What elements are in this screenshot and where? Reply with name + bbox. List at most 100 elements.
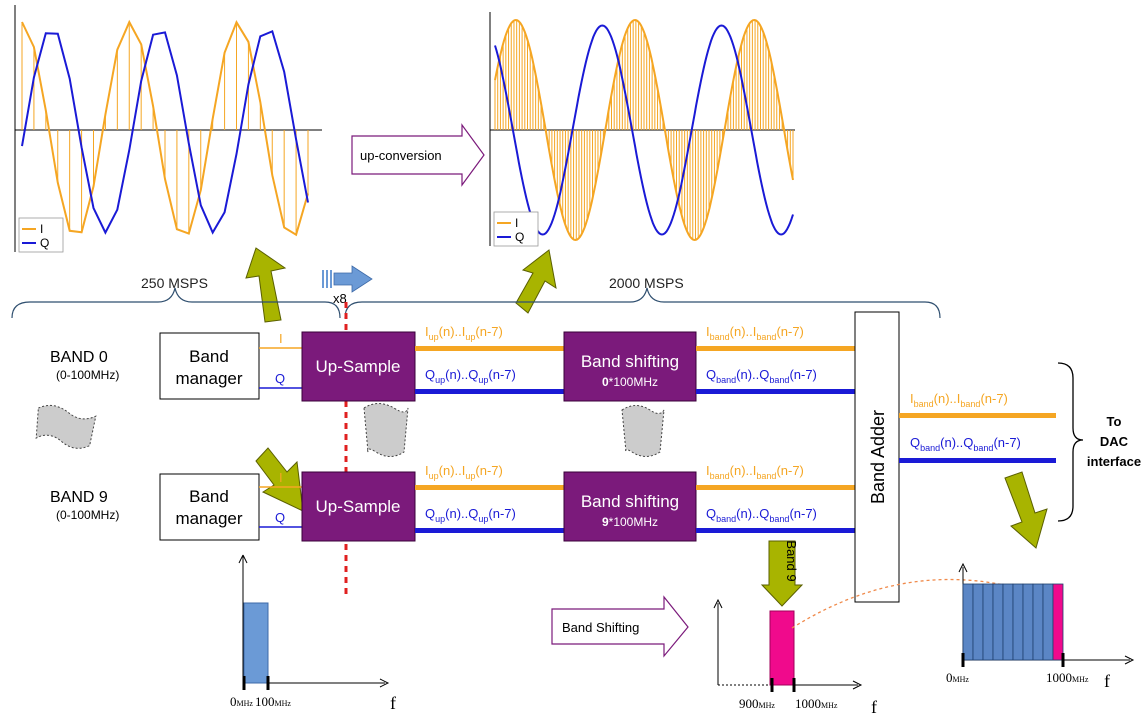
ellipsis-shape xyxy=(35,404,97,449)
band9-i-up-bus xyxy=(415,485,564,490)
band9-q-band-bus xyxy=(696,528,855,533)
band0-i-band-label: Iband(n)..Iband(n-7) xyxy=(706,324,804,342)
band-manager-line2: manager xyxy=(175,509,242,528)
upconversion-label: up-conversion xyxy=(360,148,442,163)
q-waveform xyxy=(21,29,309,235)
plot-legend xyxy=(18,217,64,253)
legend-q-label: Q xyxy=(40,236,49,250)
band9-i-band-label: Iband(n)..Iband(n-7) xyxy=(706,463,804,481)
band9-band-manager xyxy=(159,473,260,541)
band9-q-band-label: Qband(n)..Qband(n-7) xyxy=(706,506,817,524)
band-adder-label: Band Adder xyxy=(868,410,888,504)
band9-q-label: Q xyxy=(275,510,285,525)
band0-band-shifting xyxy=(563,331,697,402)
ellipsis-shape xyxy=(363,403,409,457)
band9-i-label: I xyxy=(279,470,283,485)
output-to-label: To xyxy=(1107,414,1122,429)
band0-q-band-bus xyxy=(696,389,855,394)
rate-change-arrow: x8 xyxy=(322,265,373,306)
band0-q-up-label: Qup(n)..Qup(n-7) xyxy=(425,367,516,385)
band0-shift-amount: 0*100MHz xyxy=(602,375,658,389)
band0-band-manager xyxy=(159,332,260,400)
upsampled-iq-plot: I Q xyxy=(489,12,795,247)
output-q-bus xyxy=(899,458,1056,463)
band-slot xyxy=(1032,583,1044,661)
i-waveform xyxy=(21,19,309,237)
olive-arrow-to-right-plot xyxy=(515,249,557,314)
band-manager-line1: Band xyxy=(189,487,229,506)
band-slot xyxy=(1022,583,1034,661)
band-adder-box xyxy=(854,311,900,603)
i-sample-stems xyxy=(494,20,794,240)
band9-chain: Band manager I Q Up-Sample Iup(n)..Iup(n… xyxy=(159,463,855,542)
combined-band-bars xyxy=(962,583,1064,661)
spectrum-band9: 900MHz 1000MHz f xyxy=(713,598,877,717)
band9-spectrum-bar xyxy=(769,610,795,686)
axis-f-label: f xyxy=(390,693,396,713)
upconversion-arrow: up-conversion xyxy=(351,123,485,187)
band-shifting-arrow: Band Shifting xyxy=(551,595,689,658)
upsample-factor: x8 xyxy=(333,291,347,306)
band-slot xyxy=(1002,583,1014,661)
axis-f-label: f xyxy=(871,697,877,717)
band9-arrow-label: Band 9 xyxy=(784,540,799,581)
output-q-label: Qband(n)..Qband(n-7) xyxy=(910,435,1021,453)
band9-band-shifting xyxy=(563,471,697,542)
band-slot xyxy=(1012,583,1024,661)
band9-i-band-bus xyxy=(696,485,855,490)
callout-arrows xyxy=(245,247,1048,549)
band-adder: Band Adder xyxy=(854,311,900,603)
band-shifting-label: Band shifting xyxy=(581,492,679,511)
brace-2000msps xyxy=(344,287,941,319)
baseband-spectrum-bar xyxy=(243,602,269,684)
band-placement-curve xyxy=(791,578,1058,629)
olive-arrow-to-spectrum-right xyxy=(1004,471,1048,549)
spectrum-combined: 0MHz 1000MHz f xyxy=(946,562,1135,691)
band-slot xyxy=(992,583,1004,661)
output-i-label: Iband(n)..Iband(n-7) xyxy=(910,391,1008,409)
axis-f-label: f xyxy=(1104,671,1110,691)
band0-q-up-bus xyxy=(415,389,564,394)
ellipsis-shape xyxy=(621,405,665,457)
band-shifting-label: Band shifting xyxy=(581,352,679,371)
band0-i-up-bus xyxy=(415,346,564,351)
band-slot xyxy=(1042,583,1054,661)
output-dac-label: DAC xyxy=(1100,434,1129,449)
plot-legend xyxy=(493,211,539,247)
legend-i-label: I xyxy=(515,216,518,230)
rate-braces xyxy=(11,287,941,319)
band0-q-band-label: Qband(n)..Qband(n-7) xyxy=(706,367,817,385)
band-shifting-arrow-label: Band Shifting xyxy=(562,620,639,635)
band9-q-up-bus xyxy=(415,528,564,533)
band0-range: (0-100MHz) xyxy=(56,368,119,382)
band0-name: BAND 0 xyxy=(50,349,108,366)
tick-label-100: 100MHz xyxy=(255,694,291,709)
output-i-bus xyxy=(899,413,1056,418)
band-manager-line2: manager xyxy=(175,369,242,388)
band9-upsample xyxy=(301,471,416,542)
band0-i-up-label: Iup(n)..Iup(n-7) xyxy=(425,324,503,342)
band0-q-label: Q xyxy=(275,371,285,386)
band9-i-up-label: Iup(n)..Iup(n-7) xyxy=(425,463,503,481)
brace-250msps xyxy=(11,287,341,319)
band0-i-label: I xyxy=(279,331,283,346)
legend-q-label: Q xyxy=(515,230,524,244)
band9-range: (0-100MHz) xyxy=(56,508,119,522)
band-slot xyxy=(972,583,984,661)
band0-i-band-bus xyxy=(696,346,855,351)
band-manager-line1: Band xyxy=(189,347,229,366)
i-waveform xyxy=(494,18,794,242)
q-waveform xyxy=(494,24,794,236)
band-slot xyxy=(982,583,994,661)
upsample-label: Up-Sample xyxy=(315,357,400,376)
legend-i-label: I xyxy=(40,222,43,236)
band9-slot xyxy=(1052,583,1064,661)
tick-label-1000: 1000MHz xyxy=(1046,670,1089,685)
band9-arrow: Band 9 xyxy=(760,540,804,607)
tick-label-900: 900MHz xyxy=(739,696,775,711)
output-brace xyxy=(1057,362,1084,522)
olive-arrow-to-left-plot xyxy=(245,247,287,323)
spectrum-baseband: 0MHz 100MHz f xyxy=(230,554,396,713)
